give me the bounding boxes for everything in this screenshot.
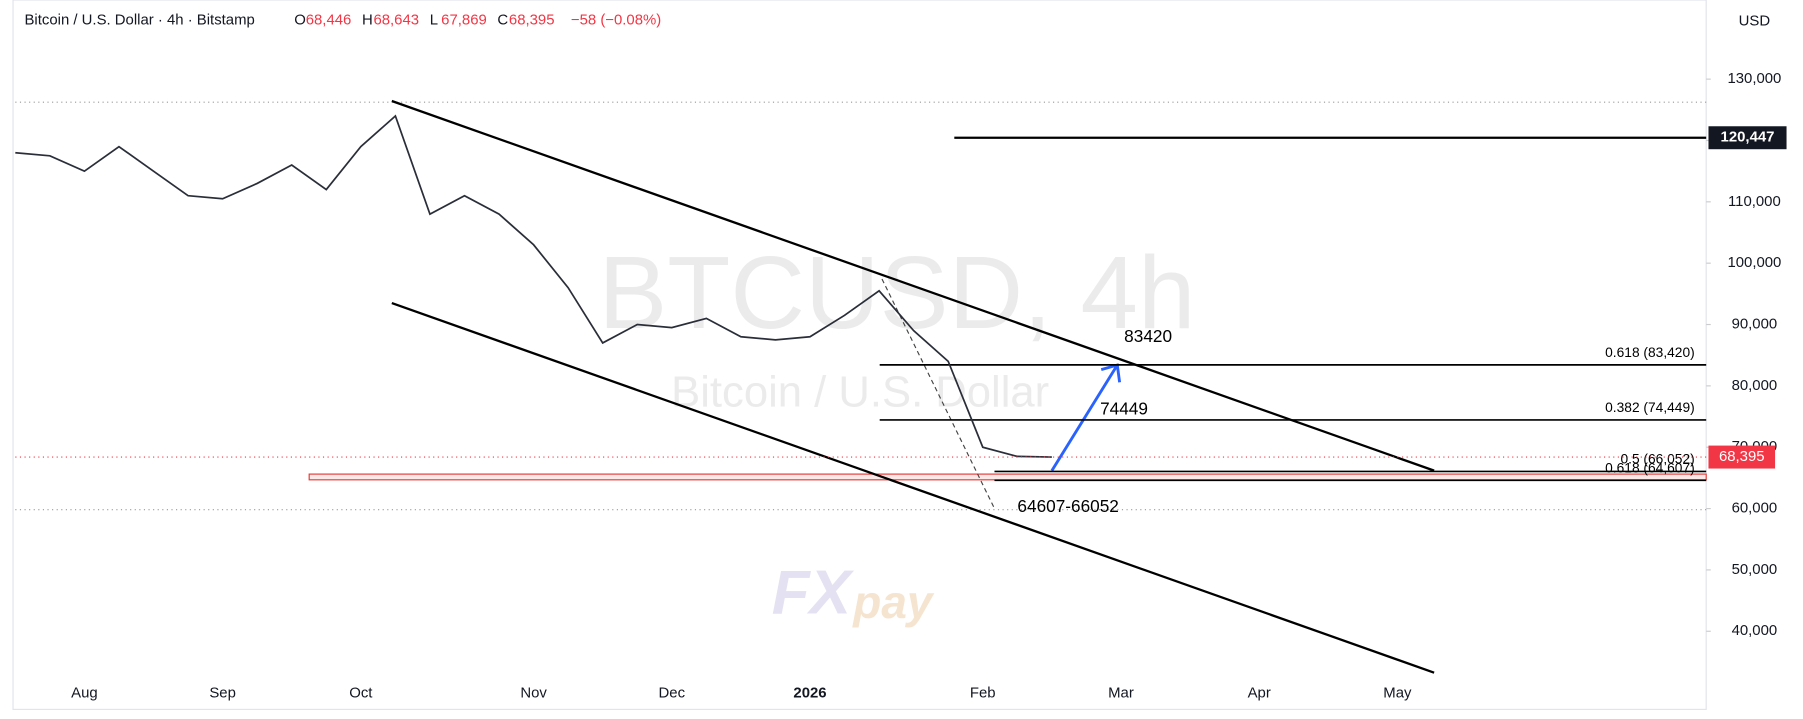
plot-frame <box>12 0 1707 710</box>
ohlc-value: 68,643 <box>373 12 419 29</box>
price-line <box>15 114 1052 458</box>
x-tick-label: Oct <box>349 684 373 701</box>
y-tick-label: 90,000 <box>1732 315 1778 332</box>
x-tick-label: 2026 <box>793 684 826 701</box>
change: −58 (−0.08%) <box>571 12 661 29</box>
ohlc-value: 68,446 <box>306 12 352 29</box>
annotation: 83420 <box>1124 326 1172 346</box>
annotation: 64607-66052 <box>1017 496 1118 516</box>
x-tick-label: Nov <box>520 684 547 701</box>
ohlc-key: C <box>497 12 508 29</box>
watermark-subtitle: Bitcoin / U.S. Dollar <box>671 368 1049 416</box>
fib-label: 0.5 (66,052) <box>1620 452 1694 467</box>
x-tick-label: Feb <box>970 684 996 701</box>
x-tick-label: Dec <box>659 684 686 701</box>
y-tick-label: 40,000 <box>1732 622 1778 639</box>
y-tick-label: 60,000 <box>1732 500 1778 517</box>
ohlc-key: H <box>362 12 373 29</box>
channel-lower <box>391 301 1435 674</box>
price-tag-label: 120,447 <box>1721 129 1775 146</box>
logo-pay: pay <box>851 576 935 628</box>
fib-baseline <box>881 278 995 509</box>
x-tick-label: May <box>1383 684 1412 701</box>
fib-label: 0.618 (83,420) <box>1605 345 1695 360</box>
watermark-title: BTCUSD, 4h <box>598 234 1195 350</box>
y-tick-label: 80,000 <box>1732 377 1778 394</box>
currency: USD <box>1739 13 1771 30</box>
logo-fx: FX <box>772 558 855 627</box>
x-tick-label: Aug <box>71 684 98 701</box>
last-price-tag <box>1708 445 1776 469</box>
ohlc-key: O <box>294 12 306 29</box>
x-tick-label: Mar <box>1108 684 1134 701</box>
ohlc-value: 68,395 <box>509 12 555 29</box>
x-tick-label: Sep <box>209 684 236 701</box>
y-tick-label: 50,000 <box>1732 561 1778 578</box>
annotation: 74449 <box>1100 398 1148 418</box>
support-zone <box>308 473 1707 481</box>
y-tick-label: 100,000 <box>1727 254 1781 271</box>
y-tick-label: 130,000 <box>1727 70 1781 87</box>
fib-label: 0.618 (64,607) <box>1605 460 1695 475</box>
channel-upper <box>391 99 1435 472</box>
x-tick-label: Apr <box>1248 684 1271 701</box>
last-price-label: 68,395 <box>1719 448 1765 465</box>
symbol: Bitcoin / U.S. Dollar · 4h · Bitstamp <box>24 12 254 29</box>
ohlc-value: 67,869 <box>441 12 487 29</box>
price-tag <box>1708 126 1787 150</box>
ohlc-key: L <box>430 12 438 29</box>
header: Bitcoin / U.S. Dollar · 4h · Bitstamp <box>24 12 254 29</box>
y-tick-label: 110,000 <box>1728 193 1781 210</box>
fib-label: 0.382 (74,449) <box>1605 400 1695 415</box>
